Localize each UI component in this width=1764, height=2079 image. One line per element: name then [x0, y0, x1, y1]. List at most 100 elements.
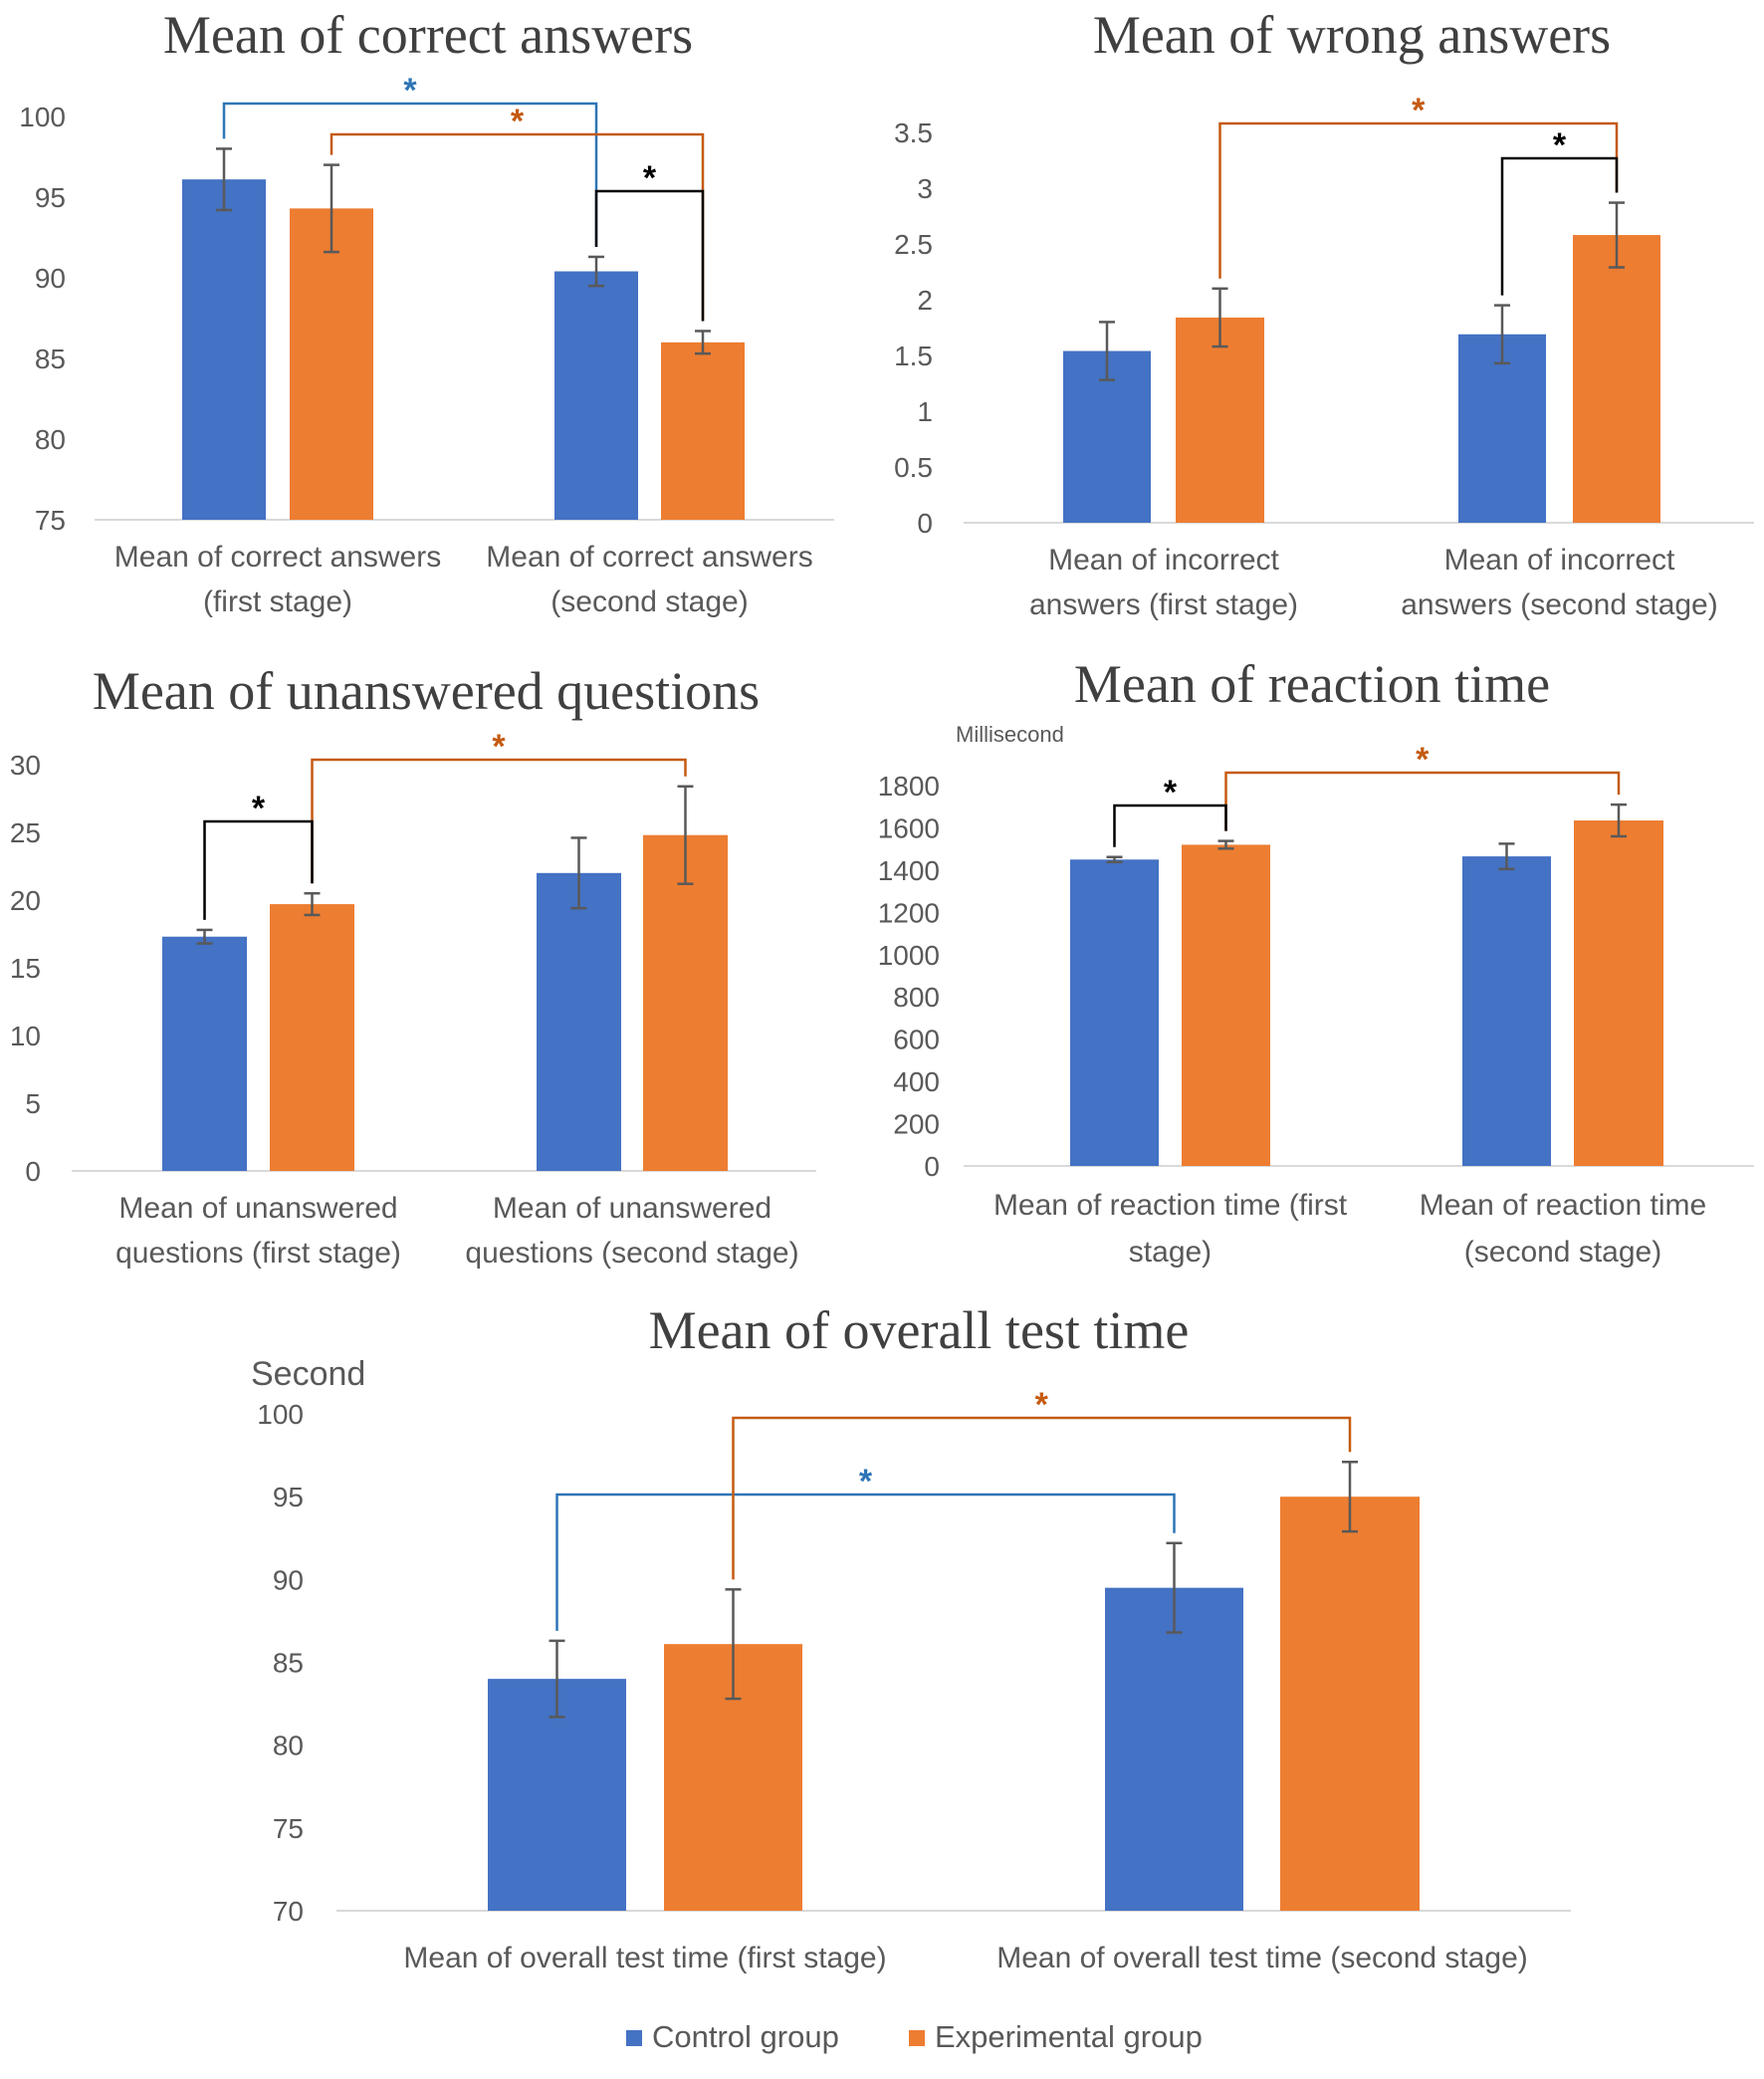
category-label: Mean of reaction time (first [993, 1189, 1348, 1222]
category-label: stage) [1129, 1236, 1212, 1269]
bar-experimental-2 [1573, 235, 1660, 524]
bar-experimental-1 [1182, 844, 1270, 1166]
category-label: Mean of overall test time (second stage) [996, 1942, 1528, 1974]
bar-control-2 [1458, 334, 1546, 523]
chart-reaction: Mean of reaction time Millisecond 0 200 400 6… [878, 654, 1754, 1269]
y-tick-label: 30 [10, 750, 41, 781]
y-tick-label: 20 [10, 885, 41, 916]
y-tick-label: 10 [10, 1021, 41, 1051]
y-tick-label: 3.5 [894, 117, 933, 148]
y-tick-label: 0 [924, 1151, 940, 1182]
legend-label-experimental: Experimental group [935, 2019, 1203, 2054]
significance-bracket [1113, 804, 1227, 847]
y-tick-label: 100 [19, 102, 66, 132]
significance-star: * [859, 1463, 873, 1501]
category-label: answers (first stage) [1029, 588, 1298, 621]
y-tick-label: 1200 [878, 897, 940, 928]
bar-control-2 [537, 872, 621, 1171]
y-tick-label: 800 [893, 982, 940, 1013]
bar-experimental-2 [1574, 820, 1663, 1166]
significance-bracket [555, 1493, 1176, 1631]
significance-bracket [203, 819, 314, 920]
category-label: answers (second stage) [1401, 588, 1718, 621]
significance-bracket [1500, 156, 1619, 296]
y-tick-label: 0 [917, 508, 933, 539]
legend-label-control: Control group [652, 2019, 839, 2054]
significance-bracket [222, 102, 598, 247]
category-label: (second stage) [551, 585, 748, 618]
y-tick-label: 2.5 [894, 229, 933, 260]
chart-title: Mean of overall test time [649, 1300, 1190, 1360]
y-tick-label: 3 [917, 173, 933, 204]
significance-star: * [492, 728, 506, 766]
y-tick-label: 80 [273, 1731, 304, 1761]
significance-bracket [594, 189, 705, 322]
significance-star: * [1553, 126, 1567, 164]
y-tick-label: 1 [917, 396, 933, 427]
y-tick-label: 95 [273, 1482, 304, 1512]
chart-correct: Mean of correct answers 75 80 85 90 95 100 Mean… [19, 5, 834, 618]
category-label: Mean of unanswered [118, 1192, 397, 1225]
y-tick-label: 100 [257, 1399, 304, 1430]
chart-title: Mean of unanswered questions [93, 661, 760, 721]
bar-control-2 [1105, 1587, 1243, 1911]
y-tick-label: 85 [35, 344, 66, 374]
legend: Control group Experimental group [626, 2019, 1203, 2054]
y-tick-label: 5 [25, 1088, 41, 1119]
category-label: Mean of unanswered [493, 1192, 772, 1225]
significance-star: * [1164, 774, 1178, 811]
chart-wrong: Mean of wrong answers 0 0.5 1 1.5 2 2.5 3 3.5 Mea… [894, 5, 1754, 621]
y-tick-label: 75 [273, 1813, 304, 1844]
y-tick-label: 15 [10, 953, 41, 984]
legend-swatch-experimental [909, 2030, 925, 2046]
bar-experimental-2 [643, 834, 728, 1171]
y-tick-label: 90 [35, 263, 66, 294]
significance-star: * [1412, 92, 1426, 129]
category-label: (first stage) [203, 585, 352, 618]
y-tick-label: 0.5 [894, 452, 933, 483]
bar-experimental-2 [661, 342, 745, 520]
charts-layer: Mean of correct answers7580859095100Mean… [10, 5, 1754, 1974]
bar-experimental-1 [1176, 317, 1264, 523]
legend-swatch-control [626, 2030, 642, 2046]
y-axis-unit-label: Second [251, 1355, 365, 1393]
category-label: Mean of overall test time (first stage) [403, 1942, 886, 1974]
y-tick-label: 1600 [878, 812, 940, 843]
chart-title: Mean of correct answers [163, 5, 693, 65]
category-label: Mean of correct answers [114, 541, 441, 574]
y-tick-label: 25 [10, 817, 41, 848]
bar-control-1 [182, 179, 266, 520]
significance-star: * [643, 159, 657, 197]
y-tick-label: 200 [893, 1109, 940, 1140]
y-tick-label: 70 [273, 1896, 304, 1927]
category-label: Mean of correct answers [486, 541, 812, 574]
bar-control-2 [554, 271, 638, 520]
y-tick-label: 1400 [878, 855, 940, 886]
y-tick-label: 95 [35, 182, 66, 213]
significance-star: * [1416, 741, 1430, 779]
chart-title: Mean of reaction time [1074, 654, 1550, 714]
category-label: Mean of incorrect [1444, 544, 1675, 577]
significance-bracket [732, 1416, 1352, 1580]
chart-unanswered: Mean of unanswered questions 0 5 10 15 20 25 30… [10, 661, 816, 1270]
bar-control-1 [162, 936, 247, 1171]
bar-experimental-2 [1280, 1497, 1420, 1911]
y-axis-unit-label: Millisecond [956, 722, 1064, 747]
category-label: (second stage) [1464, 1236, 1661, 1269]
y-tick-label: 90 [273, 1564, 304, 1595]
chart-title: Mean of wrong answers [1093, 5, 1611, 65]
y-tick-label: 1800 [878, 771, 940, 802]
y-tick-label: 1000 [878, 940, 940, 971]
category-label: Mean of reaction time [1420, 1189, 1706, 1222]
significance-bracket [1224, 771, 1621, 831]
y-tick-label: 85 [273, 1648, 304, 1679]
category-label: questions (first stage) [115, 1237, 401, 1270]
bar-control-1 [1070, 859, 1159, 1166]
significance-bracket [311, 758, 687, 884]
chart-overall: Mean of overall test time Second 70 75 80 85 9… [251, 1300, 1571, 1974]
significance-star: * [252, 790, 266, 827]
significance-star: * [511, 103, 525, 140]
y-tick-label: 400 [893, 1066, 940, 1097]
bar-control-2 [1462, 856, 1551, 1166]
